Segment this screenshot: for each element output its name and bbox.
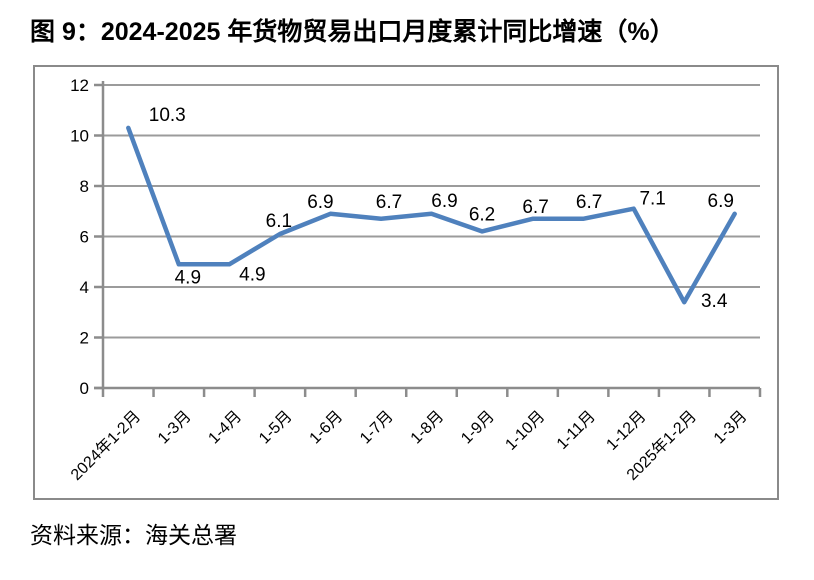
data-label: 6.9 [708, 191, 734, 212]
data-label: 7.1 [639, 189, 665, 210]
data-label: 4.9 [239, 264, 265, 285]
x-tick-label: 2024年1-2月 [67, 407, 144, 484]
data-label: 6.1 [266, 211, 292, 232]
x-tick-label: 1-8月 [408, 408, 448, 448]
data-label: 4.9 [175, 267, 201, 288]
series-line [126, 125, 737, 305]
data-label: 6.9 [431, 191, 457, 212]
data-label: 6.9 [307, 192, 333, 213]
data-label: 3.4 [701, 291, 728, 312]
data-label: 10.3 [149, 105, 186, 126]
x-tick-label: 1-3月 [711, 408, 751, 448]
y-tick-label: 2 [80, 329, 89, 348]
figure-title: 图 9：2024-2025 年货物贸易出口月度累计同比增速（%） [30, 18, 675, 46]
data-label: 6.2 [469, 204, 495, 225]
y-tick-label: 8 [80, 177, 89, 196]
data-label: 6.7 [576, 192, 602, 213]
data-label: 6.7 [522, 197, 548, 218]
x-tick-label: 1-3月 [155, 408, 195, 448]
x-tick-label: 1-6月 [307, 408, 347, 448]
chart-frame: 0 2 4 6 8 10 12 2024年1-2月 1-3月 1-4月 1-5月 1-6月 1-7月 1-… [33, 65, 779, 500]
x-tick-label: 1-10月 [502, 408, 548, 454]
x-tick-label: 1-9月 [458, 408, 498, 448]
y-tick-label: 0 [80, 379, 89, 398]
source-note: 资料来源：海关总署 [30, 522, 237, 548]
x-tick-label: 1-5月 [256, 408, 296, 448]
x-tick-label: 1-4月 [205, 408, 245, 448]
y-tick-label: 6 [80, 228, 89, 247]
x-tick-label: 1-11月 [554, 408, 599, 453]
y-tick-label: 12 [70, 76, 89, 95]
data-label: 6.7 [376, 192, 402, 213]
y-tick-label: 10 [70, 127, 89, 146]
x-tick-label: 1-7月 [357, 408, 397, 448]
x-tick-label: 1-12月 [603, 408, 649, 454]
y-tick-label: 4 [80, 278, 89, 297]
